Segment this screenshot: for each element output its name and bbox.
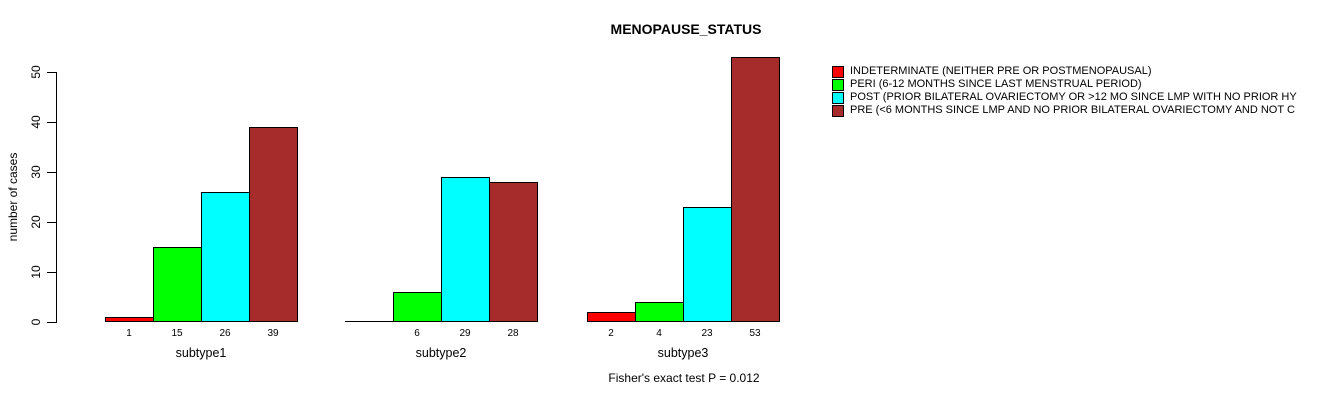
bar-value-label: 26	[219, 328, 231, 339]
bar	[489, 182, 538, 322]
legend-label: PERI (6-12 MONTHS SINCE LAST MENSTRUAL P…	[850, 78, 1142, 90]
legend-label: PRE (<6 MONTHS SINCE LMP AND NO PRIOR BI…	[850, 104, 1295, 116]
y-axis-tick-label: 0	[29, 318, 43, 326]
bar	[731, 57, 780, 322]
bar	[153, 247, 202, 322]
bar-value-label: 28	[507, 328, 519, 339]
y-axis-tick-label: 30	[29, 165, 43, 179]
y-axis-tick-label: 50	[29, 65, 43, 79]
bar-value-label: 6	[414, 328, 420, 339]
bar-value-label: 29	[459, 328, 471, 339]
bar	[683, 207, 732, 322]
legend-swatch	[832, 105, 844, 117]
bar	[393, 292, 442, 322]
y-axis-tick-label: 10	[29, 265, 43, 279]
legend-swatch	[832, 66, 844, 78]
y-axis-tick-label: 20	[29, 215, 43, 229]
y-axis-title: number of cases	[6, 152, 20, 242]
x-category-label: subtype2	[415, 346, 467, 360]
legend-swatch	[832, 92, 844, 104]
x-category-label: subtype3	[657, 346, 709, 360]
x-category-label: subtype1	[175, 346, 227, 360]
y-axis-tick	[47, 172, 56, 173]
bar	[635, 302, 684, 322]
bar	[201, 192, 250, 322]
bar-value-label: 4	[656, 328, 662, 339]
zero-height-bar	[345, 321, 394, 322]
legend-label: INDETERMINATE (NEITHER PRE OR POSTMENOPA…	[850, 65, 1152, 77]
legend-swatch	[832, 79, 844, 91]
chart-title: MENOPAUSE_STATUS	[610, 21, 762, 37]
y-axis-tick	[47, 272, 56, 273]
legend-label: POST (PRIOR BILATERAL OVARIECTOMY OR >12…	[850, 91, 1297, 103]
bar	[249, 127, 298, 322]
y-axis-tick	[47, 322, 56, 323]
bar-value-label: 39	[267, 328, 279, 339]
bar	[587, 312, 636, 322]
bar-value-label: 23	[701, 328, 713, 339]
y-axis-tick	[47, 222, 56, 223]
bar-value-label: 15	[171, 328, 183, 339]
y-axis-tick-label: 40	[29, 115, 43, 129]
bar-value-label: 2	[608, 328, 614, 339]
bar	[105, 317, 154, 322]
bar-value-label: 1	[126, 328, 132, 339]
bar-value-label: 53	[749, 328, 761, 339]
y-axis-tick	[47, 122, 56, 123]
bar	[441, 177, 490, 322]
y-axis-line	[56, 72, 57, 323]
annotation-text: Fisher's exact test P = 0.012	[608, 371, 760, 385]
y-axis-tick	[47, 72, 56, 73]
